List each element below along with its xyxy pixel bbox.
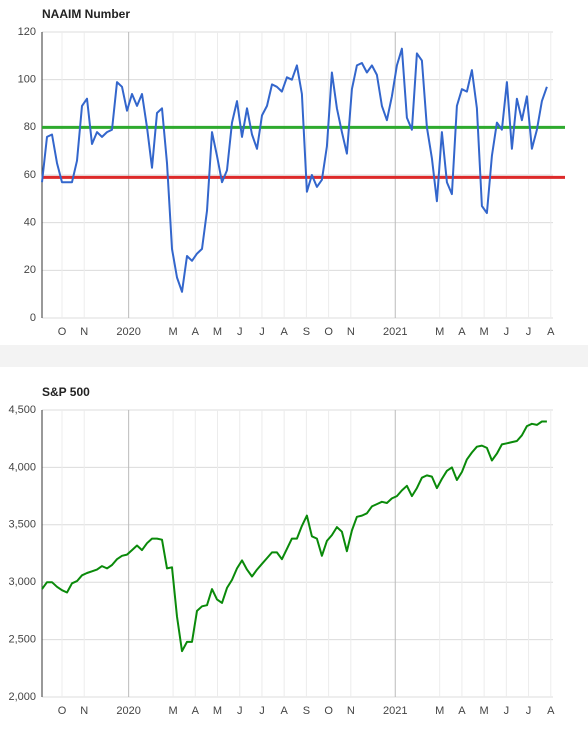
- x-tick-label: O: [324, 326, 333, 338]
- data-line: [41, 420, 547, 653]
- x-tick-label: J: [504, 326, 510, 338]
- x-tick-label: N: [80, 326, 88, 338]
- x-tick-label: M: [435, 326, 444, 338]
- x-tick-label: M: [435, 705, 444, 717]
- x-tick-label: A: [547, 326, 555, 338]
- x-tick-label: M: [168, 326, 177, 338]
- x-tick-label: M: [480, 326, 489, 338]
- x-tick-label: O: [58, 326, 67, 338]
- y-tick-label: 2,000: [8, 691, 36, 703]
- x-tick-label: A: [280, 705, 288, 717]
- x-tick-label: S: [303, 326, 310, 338]
- y-tick-label: 100: [18, 74, 36, 86]
- x-tick-label: A: [458, 705, 466, 717]
- x-tick-label: M: [213, 326, 222, 338]
- x-tick-label: J: [237, 705, 243, 717]
- y-tick-label: 80: [24, 121, 36, 133]
- y-tick-label: 4,500: [8, 404, 36, 416]
- x-tick-label: N: [80, 705, 88, 717]
- x-tick-label: O: [58, 705, 67, 717]
- x-tick-label: A: [192, 705, 200, 717]
- y-tick-label: 120: [18, 26, 36, 38]
- data-line: [41, 47, 548, 293]
- y-tick-label: 3,500: [8, 519, 36, 531]
- y-tick-label: 40: [24, 217, 36, 229]
- x-tick-label: J: [526, 326, 532, 338]
- x-tick-label: J: [504, 705, 510, 717]
- x-tick-label: J: [259, 705, 265, 717]
- y-tick-label: 2,500: [8, 634, 36, 646]
- x-tick-label: 2021: [383, 326, 407, 338]
- x-tick-label: J: [237, 326, 243, 338]
- x-tick-label: J: [259, 326, 265, 338]
- chart-title: S&P 500: [42, 385, 90, 399]
- y-tick-label: 3,000: [8, 576, 36, 588]
- x-tick-label: 2020: [116, 705, 140, 717]
- chart-title: NAAIM Number: [42, 7, 130, 21]
- x-tick-label: 2020: [116, 326, 140, 338]
- y-tick-label: 4,000: [8, 461, 36, 473]
- y-tick-label: 20: [24, 264, 36, 276]
- x-tick-label: J: [526, 705, 532, 717]
- x-tick-label: M: [480, 705, 489, 717]
- x-tick-label: A: [547, 705, 555, 717]
- y-tick-label: 0: [30, 312, 36, 324]
- x-tick-label: S: [303, 705, 310, 717]
- x-tick-label: A: [458, 326, 466, 338]
- x-tick-label: A: [192, 326, 200, 338]
- x-tick-label: O: [324, 705, 333, 717]
- y-tick-label: 60: [24, 169, 36, 181]
- x-tick-label: A: [280, 326, 288, 338]
- separator: [0, 345, 588, 367]
- x-tick-label: M: [213, 705, 222, 717]
- x-tick-label: N: [347, 705, 355, 717]
- x-tick-label: 2021: [383, 705, 407, 717]
- x-tick-label: M: [168, 705, 177, 717]
- x-tick-label: N: [347, 326, 355, 338]
